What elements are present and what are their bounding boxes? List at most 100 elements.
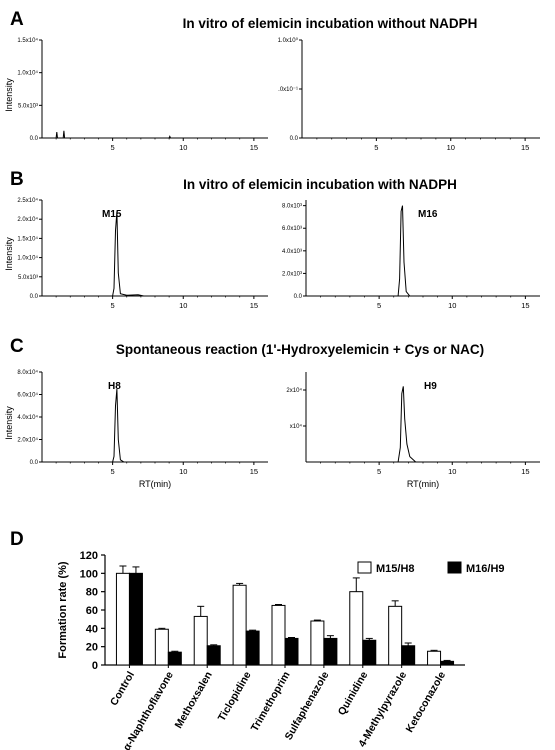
- chromatogram-c-right: 5 10 15 x10⁴ 2x10⁴ RT(min) H9: [286, 372, 540, 489]
- bar-y-tick-label: 0: [92, 660, 98, 672]
- y-tick-label: 4.0x10⁴: [17, 414, 38, 421]
- y-tick-label: 2.0x10⁴: [17, 216, 38, 223]
- y-tick-label: 0.0: [30, 136, 39, 142]
- chromatogram-c-left: 5 10 15 0.0 2.0x10⁴ 4.0x10⁴ 6.0x10⁴ 8.0x10⁴ Inte…: [4, 369, 268, 489]
- panel-b-title: In vitro of elemicin incubation with NAD…: [183, 177, 457, 192]
- bar-m15-h8: [271, 604, 286, 666]
- y-tick-label: 0.0: [290, 136, 299, 142]
- chromatogram-trace: [42, 130, 268, 139]
- x-tick-label: 10: [179, 301, 187, 310]
- chromatogram-a-right: 5 10 15 0.0 .0x10⁻¹ 1.0x10⁰: [278, 37, 540, 152]
- bar-m15-h8: [349, 591, 364, 666]
- bar-category-label: Methoxsalen: [173, 670, 215, 731]
- chromatogram-trace: [42, 211, 268, 297]
- bar-m16-h9: [167, 651, 182, 666]
- x-tick-label: 10: [179, 467, 187, 476]
- bar-m15-h8: [310, 620, 325, 666]
- chromatogram-trace: [42, 388, 268, 463]
- bar-category-label: Trimethoprim: [249, 670, 293, 734]
- y-tick-label: 5.0x10³: [18, 103, 38, 109]
- bar-category-label: Ketoconazole: [404, 669, 449, 734]
- bar-m16-h9: [128, 572, 143, 666]
- panel-a-title: In vitro of elemicin incubation without …: [183, 16, 478, 31]
- y-tick-label: 0.0: [30, 460, 39, 466]
- x-tick-label: 10: [179, 143, 187, 152]
- x-tick-label: 5: [374, 143, 378, 152]
- panel-letter-c: C: [10, 336, 24, 357]
- x-tick-label: 15: [521, 467, 529, 476]
- y-tick-label: 1.0x10⁴: [17, 70, 38, 77]
- peak-label: H9: [424, 381, 437, 392]
- bar-category-label: Quinidine: [336, 669, 371, 717]
- bar-m15-h8: [193, 615, 208, 666]
- y-tick-label: 8.0x10³: [282, 204, 302, 210]
- x-axis-title: RT(min): [139, 479, 171, 489]
- bar-y-tick-label: 40: [86, 623, 98, 635]
- chromatogram-a-left: 5 10 15 0.0 5.0x10³ 1.0x10⁴ 1.5x10⁴ Intensity: [4, 37, 268, 152]
- x-tick-label: 5: [377, 467, 381, 476]
- y-tick-label: 1.0x10⁴: [17, 255, 38, 262]
- y-tick-label: 1.0x10⁰: [278, 37, 299, 44]
- chromatogram-b-left: 5 10 15 0.0 5.0x10³ 1.0x10⁴ 1.5x10⁴ 2.0x10⁴ 2.5x…: [4, 197, 268, 310]
- legend-label-m15-h8: M15/H8: [376, 563, 415, 575]
- bar-m16-h9: [245, 630, 260, 666]
- bar-y-tick-label: 60: [86, 605, 98, 617]
- x-tick-label: 10: [447, 143, 455, 152]
- bar-m16-h9: [323, 637, 338, 666]
- bar-chart-d: 0 20 40 60 80 100 120 Formation rate (%) Control…: [57, 550, 505, 750]
- bar-m15-h8: [232, 584, 247, 666]
- x-tick-label: 15: [521, 301, 529, 310]
- bar-m15-h8: [427, 650, 442, 666]
- x-tick-label: 5: [377, 301, 381, 310]
- y-tick-label: x10⁴: [290, 423, 303, 430]
- x-tick-label: 5: [111, 143, 115, 152]
- y-tick-label: 6.0x10⁴: [17, 392, 38, 399]
- y-tick-label: 8.0x10⁴: [17, 369, 38, 376]
- chromatogram-b-right: 5 10 15 0.0 2.0x10³ 4.0x10³ 6.0x10³ 8.0x10³ M16: [282, 200, 540, 310]
- y-axis-title: Intensity: [4, 237, 14, 271]
- bar-m15-h8: [115, 572, 130, 666]
- bar-m16-h9: [401, 645, 416, 666]
- bar-y-tick-label: 120: [80, 550, 98, 562]
- y-tick-label: 2x10⁴: [286, 387, 302, 394]
- bar-y-tick-label: 80: [86, 587, 98, 599]
- bar-m16-h9: [284, 637, 299, 666]
- y-tick-label: 2.5x10⁴: [17, 197, 38, 204]
- x-tick-label: 10: [448, 301, 456, 310]
- chromatogram-trace: [306, 386, 540, 463]
- y-axis-title: Intensity: [4, 78, 14, 112]
- peak-label: M16: [418, 209, 438, 220]
- bar-y-tick-label: 20: [86, 642, 98, 654]
- y-tick-label: 2.0x10⁴: [17, 437, 38, 444]
- y-tick-label: 0.0: [294, 294, 303, 300]
- y-tick-label: 6.0x10³: [282, 226, 302, 232]
- x-tick-label: 10: [448, 467, 456, 476]
- bar-y-axis-title: Formation rate (%): [57, 561, 69, 659]
- legend-label-m16-h9: M16/H9: [466, 563, 505, 575]
- legend-swatch-m16-h9: [447, 561, 462, 574]
- peak-label: M15: [102, 209, 122, 220]
- legend-swatch-m15-h8: [357, 561, 372, 574]
- bar-m16-h9: [362, 639, 377, 666]
- chromatogram-trace: [306, 205, 540, 297]
- y-tick-label: 4.0x10³: [282, 249, 302, 255]
- bar-m15-h8: [154, 628, 169, 666]
- y-tick-label: 5.0x10³: [18, 275, 38, 281]
- y-tick-label: 2.0x10³: [282, 271, 302, 277]
- bar-category-label: Control: [108, 669, 137, 707]
- y-tick-label: .0x10⁻¹: [278, 87, 298, 93]
- x-tick-label: 5: [111, 467, 115, 476]
- bar-m16-h9: [440, 660, 455, 666]
- x-axis-title: RT(min): [407, 479, 439, 489]
- panel-letter-a: A: [10, 9, 24, 30]
- x-tick-label: 15: [521, 143, 529, 152]
- y-axis-title: Intensity: [4, 406, 14, 440]
- x-tick-label: 15: [250, 467, 258, 476]
- x-tick-label: 15: [250, 301, 258, 310]
- x-tick-label: 15: [250, 143, 258, 152]
- peak-label: H8: [108, 381, 121, 392]
- bar-category-label: Sulfaphenazole: [283, 669, 332, 742]
- y-tick-label: 1.5x10⁴: [17, 37, 38, 44]
- panel-c-title: Spontaneous reaction (1'-Hydroxyelemicin…: [116, 342, 484, 357]
